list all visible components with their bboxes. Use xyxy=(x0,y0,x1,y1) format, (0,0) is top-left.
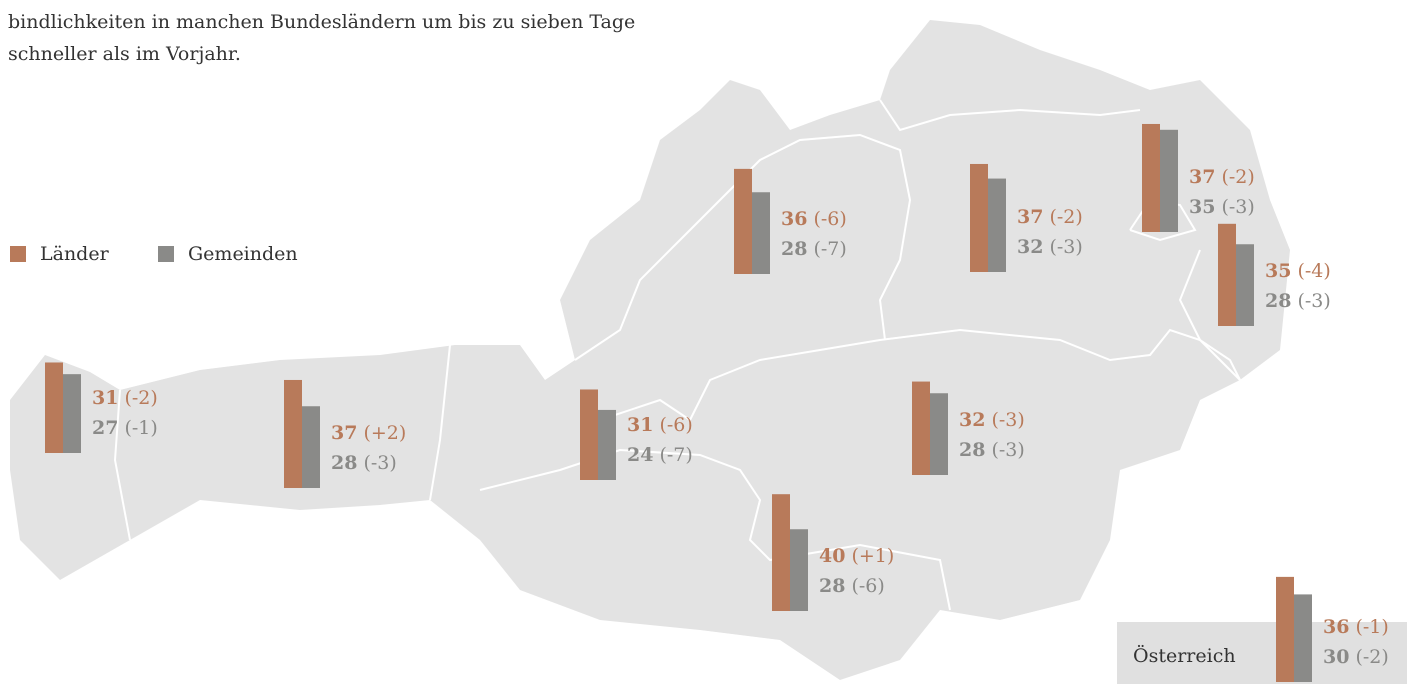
value-change: (-2) xyxy=(1355,646,1388,668)
bar xyxy=(734,168,752,274)
value-label: 37 (-2) xyxy=(1017,206,1083,228)
bar xyxy=(772,494,790,611)
bar xyxy=(1276,576,1294,682)
value-label: 28 (-7) xyxy=(781,238,847,260)
value-label: 35 (-4) xyxy=(1265,260,1331,282)
value-change: (-2) xyxy=(1221,166,1254,188)
bar xyxy=(1160,129,1178,232)
value-label: 28 (-3) xyxy=(1265,290,1331,312)
value-change: (-3) xyxy=(363,452,396,474)
legend-swatch xyxy=(10,246,26,262)
bar xyxy=(970,163,988,272)
value-label: 35 (-3) xyxy=(1189,196,1255,218)
value-number: 28 xyxy=(819,575,845,597)
value-change: (-4) xyxy=(1297,260,1330,282)
value-label: 28 (-3) xyxy=(331,452,397,474)
value-change: (-7) xyxy=(659,444,692,466)
value-label: 31 (-6) xyxy=(627,414,693,436)
value-number: 31 xyxy=(627,414,653,436)
value-number: 28 xyxy=(959,439,985,461)
region-borders xyxy=(113,99,1241,611)
value-label: 30 (-2) xyxy=(1323,646,1389,668)
value-label: 31 (-2) xyxy=(92,387,158,409)
value-number: 37 xyxy=(331,422,357,444)
value-label: 28 (-3) xyxy=(959,439,1025,461)
bar xyxy=(63,374,81,453)
bar xyxy=(302,406,320,488)
value-label: 37 (+2) xyxy=(331,422,406,444)
value-change: (-6) xyxy=(813,208,846,230)
bar xyxy=(752,192,770,274)
value-number: 36 xyxy=(1323,616,1349,638)
value-change: (-1) xyxy=(124,417,157,439)
bar xyxy=(1236,244,1254,326)
legend-label: Gemeinden xyxy=(188,243,298,265)
value-number: 37 xyxy=(1189,166,1215,188)
bar xyxy=(580,389,598,480)
bar xyxy=(45,362,63,453)
value-number: 37 xyxy=(1017,206,1043,228)
bar xyxy=(284,379,302,488)
value-number: 28 xyxy=(1265,290,1291,312)
intro-line: bindlichkeiten in manchen Bundesländern … xyxy=(8,11,636,33)
value-change: (-6) xyxy=(659,414,692,436)
value-number: 31 xyxy=(92,387,118,409)
value-number: 28 xyxy=(331,452,357,474)
legend-swatch xyxy=(158,246,174,262)
value-number: 32 xyxy=(959,409,985,431)
value-number: 35 xyxy=(1189,196,1215,218)
value-change: (-6) xyxy=(851,575,884,597)
value-number: 30 xyxy=(1323,646,1349,668)
value-label: 27 (-1) xyxy=(92,417,158,439)
value-change: (-3) xyxy=(1297,290,1330,312)
bar xyxy=(1294,594,1312,682)
map-austria xyxy=(10,20,1290,680)
value-change: (+2) xyxy=(363,422,406,444)
value-number: 28 xyxy=(781,238,807,260)
value-number: 27 xyxy=(92,417,118,439)
bar xyxy=(912,381,930,475)
value-change: (-2) xyxy=(124,387,157,409)
intro-line: schneller als im Vorjahr. xyxy=(8,43,241,65)
value-change: (-1) xyxy=(1355,616,1388,638)
value-label: 40 (+1) xyxy=(819,545,894,567)
category-label: Österreich xyxy=(1133,644,1236,667)
value-number: 36 xyxy=(781,208,807,230)
value-label: 36 (-6) xyxy=(781,208,847,230)
value-label: 32 (-3) xyxy=(1017,236,1083,258)
bar xyxy=(988,178,1006,272)
value-number: 35 xyxy=(1265,260,1291,282)
value-label: 24 (-7) xyxy=(627,444,693,466)
value-number: 40 xyxy=(819,545,845,567)
bar xyxy=(598,409,616,480)
value-change: (-3) xyxy=(991,439,1024,461)
bar xyxy=(790,529,808,611)
bar xyxy=(1218,223,1236,326)
value-number: 32 xyxy=(1017,236,1043,258)
intro-text: bindlichkeiten in manchen Bundesländern … xyxy=(8,6,635,70)
value-change: (-3) xyxy=(991,409,1024,431)
austria-box xyxy=(1117,622,1407,684)
value-number: 24 xyxy=(627,444,653,466)
value-label: 36 (-1) xyxy=(1323,616,1389,638)
bar xyxy=(930,393,948,475)
value-change: (-3) xyxy=(1221,196,1254,218)
bar xyxy=(1142,123,1160,232)
value-change: (-3) xyxy=(1049,236,1082,258)
value-change: (+1) xyxy=(851,545,894,567)
value-change: (-2) xyxy=(1049,206,1082,228)
legend-label: Länder xyxy=(40,243,110,265)
value-change: (-7) xyxy=(813,238,846,260)
value-label: 28 (-6) xyxy=(819,575,885,597)
value-label: 32 (-3) xyxy=(959,409,1025,431)
value-label: 37 (-2) xyxy=(1189,166,1255,188)
